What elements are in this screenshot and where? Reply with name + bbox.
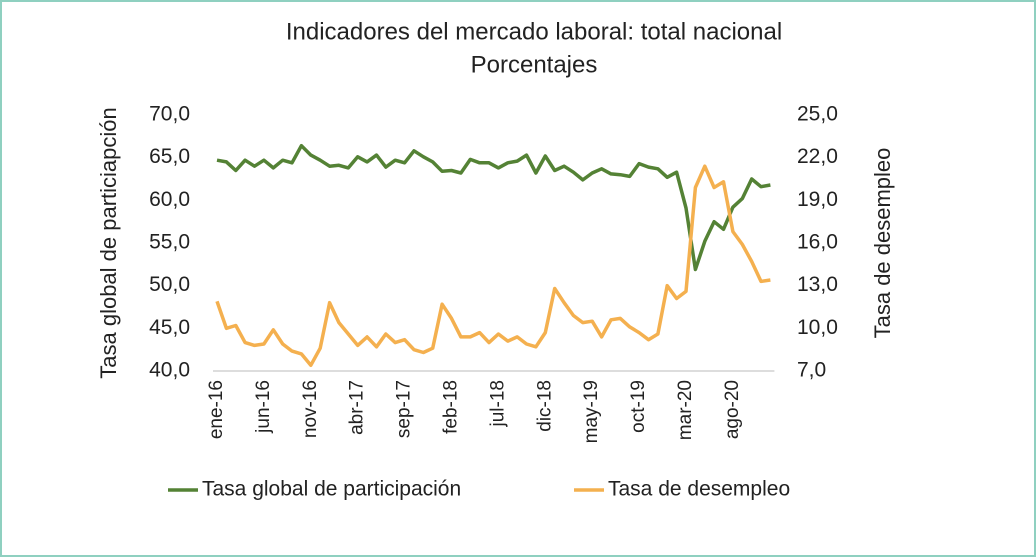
y2-tick-label: 16,0	[797, 231, 838, 254]
x-tick-label: oct-19	[628, 380, 649, 433]
chart-subtitle: Porcentajes	[471, 51, 598, 78]
y-tick-label: 55,0	[149, 231, 190, 254]
x-tick-label: ago-20	[722, 380, 743, 439]
x-tick-label: abr-17	[347, 380, 368, 435]
y2-tick-label: 25,0	[797, 103, 838, 126]
y2-tick-label: 10,0	[797, 316, 838, 339]
x-tick-label: may-19	[581, 380, 602, 443]
x-tick-label: sep-17	[394, 380, 415, 438]
x-tick-label: nov-16	[300, 380, 321, 438]
line-series	[216, 143, 771, 272]
y-tick-label: 45,0	[149, 316, 190, 339]
y-axis-title: Tasa global de particiapción	[96, 107, 121, 379]
y-tick-label: 70,0	[149, 103, 190, 126]
chart-title: Indicadores del mercado laboral: total n…	[286, 18, 782, 45]
y2-axis-title: Tasa de desempleo	[870, 148, 895, 339]
y-tick-label: 50,0	[149, 273, 190, 296]
x-tick-label: mar-20	[675, 380, 696, 440]
y2-tick-label: 19,0	[797, 188, 838, 211]
x-tick-label: jul-18	[487, 380, 508, 427]
y-tick-label: 40,0	[149, 359, 190, 382]
line-series	[215, 164, 771, 368]
y-tick-label: 65,0	[149, 145, 190, 168]
y-tick-label: 60,0	[149, 188, 190, 211]
legend-label: Tasa de desempleo	[608, 478, 790, 501]
y2-tick-label: 13,0	[797, 273, 838, 296]
x-tick-label: feb-18	[441, 380, 462, 434]
y2-tick-label: 22,0	[797, 145, 838, 168]
legend-label: Tasa global de participación	[202, 478, 461, 501]
x-tick-label: jun-16	[253, 380, 274, 434]
y2-tick-label: 7,0	[797, 359, 826, 382]
x-tick-label: ene-16	[206, 380, 227, 439]
x-tick-label: dic-18	[534, 380, 555, 432]
